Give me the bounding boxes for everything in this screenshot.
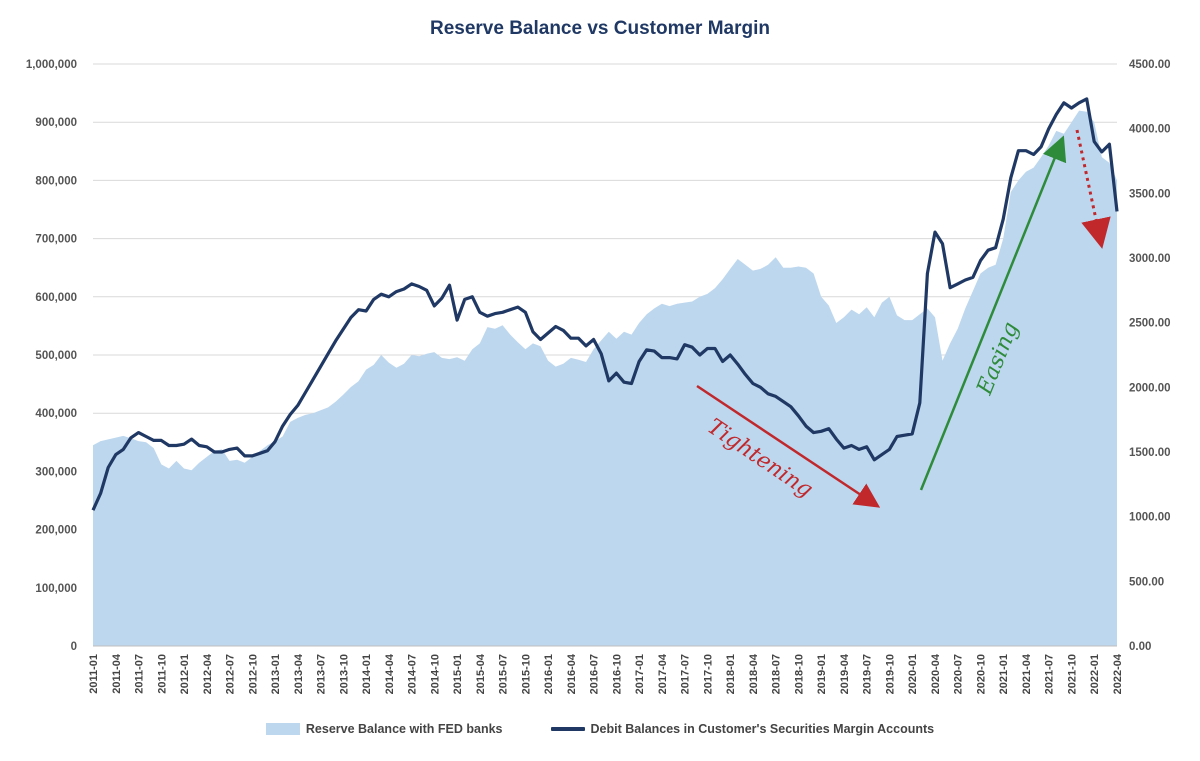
legend-swatch-area — [265, 723, 300, 735]
x-tick-label: 2017-07 — [680, 654, 692, 694]
y-right-tick-label: 1000.00 — [1129, 512, 1171, 524]
x-tick-label: 2018-10 — [793, 654, 805, 694]
x-tick-label: 2019-04 — [839, 653, 851, 694]
reserve-balance-area — [93, 110, 1117, 647]
x-tick-label: 2011-07 — [134, 654, 146, 694]
legend: Reserve Balance with FED banks Debit Bal… — [0, 722, 1200, 736]
x-tick-label: 2020-10 — [976, 654, 988, 694]
x-tick-label: 2011-04 — [111, 653, 123, 694]
x-tick-label: 2016-01 — [543, 654, 555, 694]
x-tick-label: 2013-04 — [293, 653, 305, 694]
margin-debit-series — [91, 97, 1119, 511]
x-tick-label: 2021-04 — [1021, 653, 1033, 694]
x-tick-label: 2015-07 — [498, 654, 510, 694]
x-tick-label: 2012-07 — [225, 654, 237, 694]
y-left-tick-label: 700,000 — [35, 234, 77, 246]
x-tick-label: 2020-07 — [953, 654, 965, 694]
y-right-tick-label: 4000.00 — [1129, 124, 1171, 136]
x-tick-label: 2014-04 — [384, 653, 396, 694]
x-tick-label: 2016-10 — [611, 654, 623, 694]
x-tick-label: 2017-01 — [634, 654, 646, 694]
x-tick-label: 2015-10 — [520, 654, 532, 694]
easing-arrow — [919, 135, 1067, 491]
x-tick-label: 2012-01 — [179, 654, 191, 694]
tightening-arrow — [696, 384, 881, 508]
y-right-tick-label: 1500.00 — [1129, 447, 1171, 459]
x-tick-label: 2021-01 — [998, 654, 1010, 694]
x-tick-label: 2015-04 — [475, 653, 487, 694]
x-tick-label: 2019-07 — [862, 654, 874, 694]
x-tick-label: 2018-04 — [748, 653, 760, 694]
legend-item-reserve[interactable]: Reserve Balance with FED banks — [265, 722, 503, 736]
y-left-tick-label: 1,000,000 — [26, 59, 77, 71]
x-tick-label: 2022-04 — [1112, 653, 1124, 694]
x-tick-label: 2021-10 — [1067, 654, 1079, 694]
axes: 0 100,000 200,000 300,000 400,000 500,000 600,… — [26, 59, 1171, 694]
y-right-tick-label: 2500.00 — [1129, 318, 1171, 330]
y-right-tick-label: 2000.00 — [1129, 382, 1171, 394]
x-tick-label: 2012-04 — [202, 653, 214, 694]
y-right-tick-label: 4500.00 — [1129, 59, 1171, 71]
x-tick-label: 2014-01 — [361, 654, 373, 694]
x-tick-label: 2018-01 — [725, 654, 737, 694]
y-left-tick-label: 500,000 — [35, 350, 77, 362]
y-left-tick-label: 300,000 — [35, 466, 77, 478]
margin-debit-line — [91, 97, 1119, 511]
x-tick-label: 2021-07 — [1044, 654, 1056, 694]
x-tick-label: 2013-01 — [270, 654, 282, 694]
x-tick-label: 2016-07 — [589, 654, 601, 694]
reserve-balance-series — [93, 110, 1117, 647]
y-left-tick-label: 0 — [71, 641, 77, 653]
x-tick-label: 2015-01 — [452, 654, 464, 694]
x-tick-label: 2022-01 — [1089, 654, 1101, 694]
chart-title: Reserve Balance vs Customer Margin — [429, 18, 771, 39]
x-tick-label: 2019-10 — [884, 654, 896, 694]
legend-label-margin: Debit Balances in Customer's Securities … — [590, 722, 935, 736]
y-right-tick-label: 500.00 — [1129, 576, 1164, 588]
y-right-tick-label: 3000.00 — [1129, 253, 1171, 265]
y-left-tick-label: 200,000 — [35, 525, 77, 537]
x-tick-label: 2013-10 — [338, 654, 350, 694]
legend-swatch-line — [550, 727, 585, 731]
y-right-tick-label: 3500.00 — [1129, 188, 1171, 200]
x-tick-label: 2013-07 — [316, 654, 328, 694]
x-tick-label: 2017-04 — [657, 653, 669, 694]
y-right-tick-label: 0.00 — [1129, 641, 1151, 653]
x-tick-label: 2012-10 — [247, 654, 259, 694]
x-tick-label: 2014-10 — [429, 654, 441, 694]
y-left-tick-label: 600,000 — [35, 292, 77, 304]
y-left-tick-label: 100,000 — [35, 583, 77, 595]
x-tick-label: 2019-01 — [816, 654, 828, 694]
y-left-tick-label: 400,000 — [35, 408, 77, 420]
x-tick-label: 2020-04 — [930, 653, 942, 694]
x-tick-label: 2018-07 — [771, 654, 783, 694]
legend-label-reserve: Reserve Balance with FED banks — [305, 722, 503, 736]
x-tick-label: 2011-10 — [156, 654, 168, 694]
y-left-tick-label: 800,000 — [35, 175, 77, 187]
legend-item-margin[interactable]: Debit Balances in Customer's Securities … — [550, 722, 935, 736]
x-tick-label: 2014-07 — [407, 654, 419, 694]
decline-dotted-arrow — [1075, 129, 1111, 249]
x-tick-label: 2016-04 — [566, 653, 578, 694]
x-tick-label: 2011-01 — [88, 654, 100, 694]
x-tick-label: 2020-01 — [907, 654, 919, 694]
y-left-tick-label: 900,000 — [35, 117, 77, 129]
x-tick-label: 2017-10 — [702, 654, 714, 694]
